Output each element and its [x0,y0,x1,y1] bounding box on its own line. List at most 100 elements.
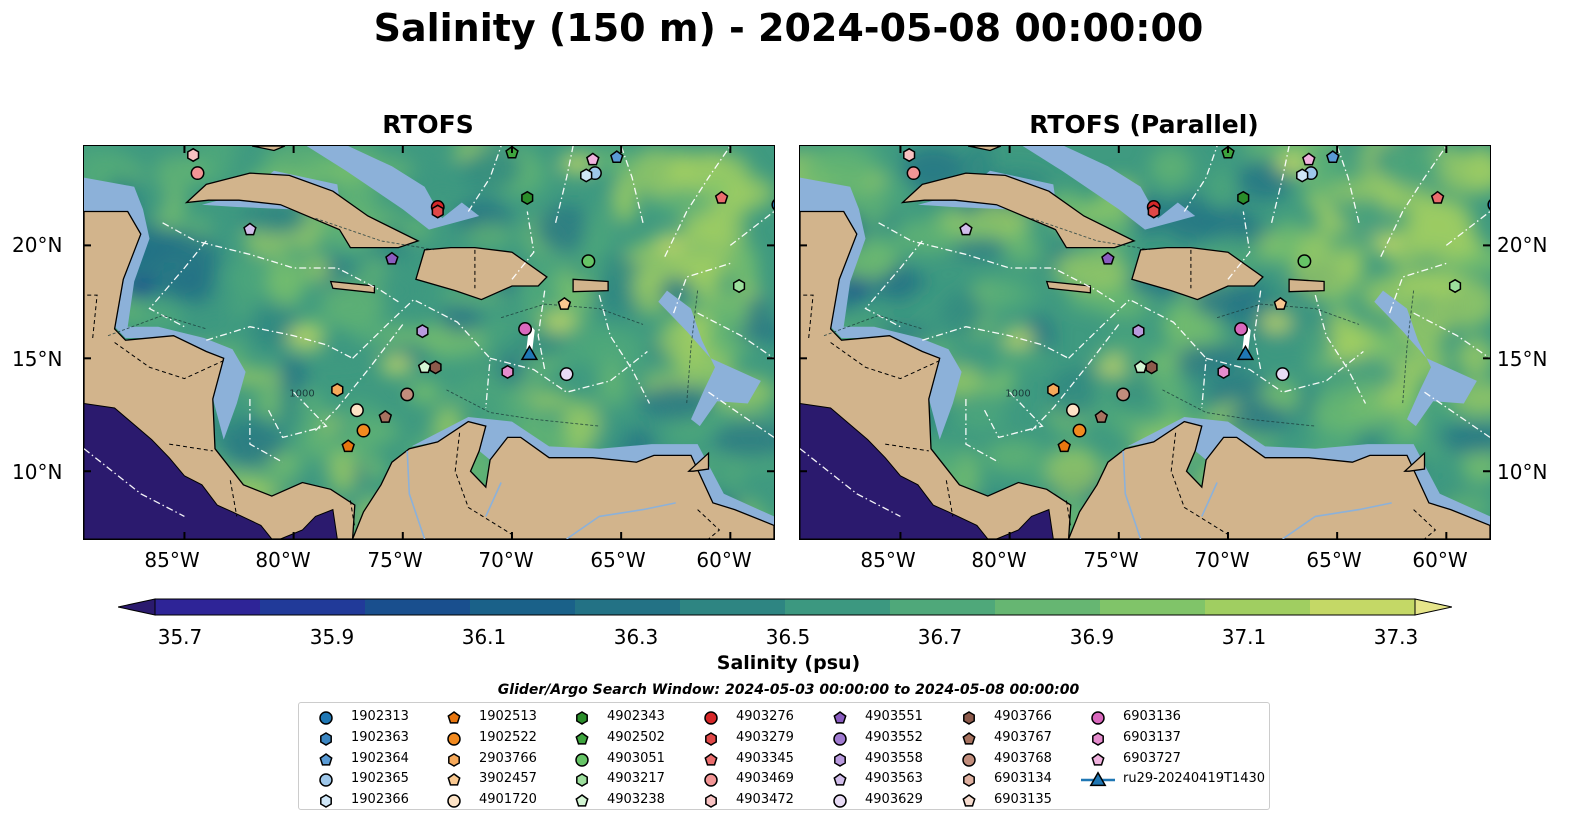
legend-marker[interactable] [705,794,717,809]
legend-label: 6903137 [1123,729,1181,745]
platform-6903136[interactable] [1234,321,1249,336]
map-panel-rtofs-parallel[interactable]: 1000 [799,145,1491,540]
legend-marker[interactable] [833,732,847,746]
legend-marker[interactable] [834,752,846,767]
legend-marker[interactable] [320,731,332,746]
platform-4903629[interactable] [559,367,574,382]
legend-marker[interactable] [962,794,976,807]
platform-ru29-20240419T1430[interactable] [520,344,539,361]
platform-4903558[interactable] [416,324,429,339]
platform-1902364[interactable] [610,150,624,164]
platform-4903279[interactable] [431,204,444,219]
hexagon-marker-icon [320,794,332,809]
platform-1902513[interactable] [1057,439,1071,453]
lon-tick-0-85w: 85°W [144,548,200,572]
platform-6903137[interactable] [501,364,514,379]
platform-4903551[interactable] [1101,251,1115,265]
platform-3902457[interactable] [557,296,572,310]
platform-4903563[interactable] [243,222,257,236]
platform-4902343[interactable] [1237,190,1250,205]
legend-marker[interactable] [575,794,589,807]
platform-4901720[interactable] [1065,403,1080,418]
platform-4901720[interactable] [349,403,364,418]
legend-marker[interactable] [319,752,333,766]
legend-label: 4903345 [736,750,794,766]
legend-marker[interactable] [963,711,975,725]
platform-4903768[interactable] [1116,387,1131,402]
platform-4903345[interactable] [714,190,729,204]
legend-marker[interactable] [447,773,461,787]
platform-1902522[interactable] [1072,423,1087,438]
platform-4903551[interactable] [385,251,399,265]
legend-marker[interactable] [833,773,847,787]
legend-marker[interactable] [962,752,976,767]
legend-label: 4903552 [865,729,923,745]
legend-marker[interactable] [704,711,718,725]
legend-marker[interactable] [704,752,718,766]
platform-4903563[interactable] [959,222,973,236]
platform-6903727[interactable] [1302,152,1316,166]
legend-marker[interactable] [833,711,847,724]
legend-marker[interactable] [963,773,975,788]
circle-marker-icon [704,711,718,725]
platform-1902366[interactable] [580,168,593,183]
platform-1902366[interactable] [1296,168,1309,183]
platform-1902513[interactable] [341,439,355,453]
platform-4903469[interactable] [190,166,205,181]
legend-marker[interactable] [576,773,588,788]
platform-4903051[interactable] [581,254,596,269]
platform-1902522[interactable] [356,423,371,438]
legend-marker[interactable] [1092,731,1104,746]
pentagon-marker-icon [1091,752,1105,766]
lon-tick-0-60w: 60°W [696,548,752,572]
legend-label: 4901720 [479,792,537,808]
platform-1902313[interactable] [771,199,774,211]
platform-4903345[interactable] [1430,190,1445,204]
platform-ru29-20240419T1430[interactable] [1236,344,1255,361]
legend-marker[interactable] [575,752,589,767]
platform-4903469[interactable] [906,166,921,181]
platform-4903051[interactable] [1297,254,1312,269]
legend-marker[interactable] [1091,711,1105,725]
platform-4903217[interactable] [1448,278,1462,294]
platform-6903136[interactable] [518,321,533,336]
platform-4903766[interactable] [429,360,442,375]
platform-1902313[interactable] [1487,199,1490,211]
legend-marker[interactable] [833,794,847,808]
map-panel-rtofs[interactable]: 1000 [83,145,775,540]
legend-marker[interactable] [1091,752,1105,766]
land-1 [415,246,548,301]
circle-marker-icon [1091,711,1105,725]
legend-marker[interactable] [447,794,461,808]
platform-2903766[interactable] [331,382,344,397]
platform-4902343[interactable] [521,190,534,205]
platform-4903472[interactable] [903,147,916,163]
legend-marker[interactable] [447,732,461,746]
legend-marker[interactable] [320,794,332,809]
platform-4903279[interactable] [1147,204,1160,219]
legend-marker[interactable] [319,773,333,788]
platform-4903558[interactable] [1132,324,1145,339]
legend-marker[interactable] [447,711,461,724]
platform-3902457[interactable] [1273,296,1288,310]
legend-marker[interactable] [704,773,718,788]
platform-4903629[interactable] [1275,367,1290,382]
contour-label: 1000 [289,389,314,400]
legend-marker[interactable] [1089,771,1107,787]
platform-6903727[interactable] [586,152,600,166]
legend-marker[interactable] [576,711,588,725]
platform-4903768[interactable] [400,387,415,402]
platform-4903217[interactable] [732,278,746,294]
legend-marker[interactable] [575,731,589,745]
platform-6903137[interactable] [1217,364,1230,379]
platform-4903472[interactable] [187,147,200,163]
platform-4903767[interactable] [378,409,393,423]
platform-2903766[interactable] [1047,382,1060,397]
legend-marker[interactable] [705,731,717,746]
platform-4903767[interactable] [1094,409,1109,423]
platform-4903766[interactable] [1145,360,1158,375]
legend-marker[interactable] [962,731,976,745]
legend-marker[interactable] [448,752,460,767]
legend-marker[interactable] [319,711,333,725]
platform-1902364[interactable] [1326,150,1340,164]
